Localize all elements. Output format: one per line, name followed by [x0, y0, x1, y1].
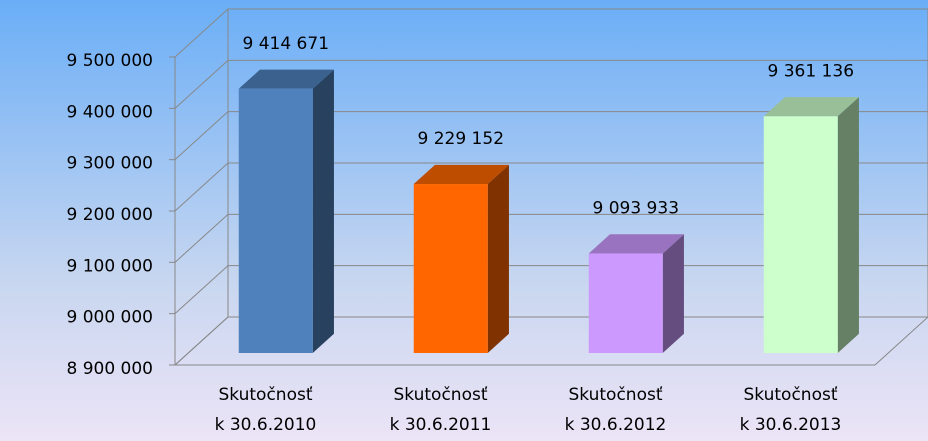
- grid-line: [174, 316, 928, 366]
- y-tick-label: 9 500 000: [66, 51, 153, 71]
- bar: [763, 116, 838, 353]
- x-tick-label: Skutočnosť k 30.6.2013: [739, 385, 842, 435]
- value-label: 9 093 933: [592, 198, 679, 218]
- grid-line: [174, 8, 928, 58]
- bar-top: [763, 97, 859, 117]
- y-tick-label: 9 300 000: [66, 154, 153, 174]
- y-tick-label: 9 200 000: [66, 205, 153, 225]
- value-label: 9 229 152: [417, 129, 504, 149]
- x-tick-label: Skutočnosť k 30.6.2010: [214, 385, 317, 435]
- bar-top: [413, 164, 509, 185]
- x-tick-label: Skutočnosť k 30.6.2012: [564, 385, 667, 435]
- grid-line: [174, 265, 928, 315]
- bar: [588, 253, 663, 353]
- bar: [238, 88, 313, 354]
- bar-top: [588, 234, 684, 254]
- grid-line: [174, 162, 928, 212]
- bar-side: [837, 97, 859, 353]
- value-label: 9 414 671: [242, 34, 329, 54]
- bar: [413, 184, 488, 353]
- bar-side: [312, 69, 334, 353]
- value-label: 9 361 136: [767, 61, 854, 81]
- y-tick-label: 9 000 000: [66, 308, 153, 328]
- grid-line: [174, 213, 928, 263]
- bar-side: [487, 164, 509, 353]
- y-tick-label: 9 100 000: [66, 256, 153, 276]
- grid-line: [174, 111, 928, 161]
- y-tick-label: 8 900 000: [66, 359, 153, 379]
- grid-line: [174, 59, 928, 109]
- y-tick-label: 9 400 000: [66, 102, 153, 122]
- x-tick-label: Skutočnosť k 30.6.2011: [389, 385, 492, 435]
- bar-side: [662, 234, 684, 353]
- bar-top: [238, 69, 334, 89]
